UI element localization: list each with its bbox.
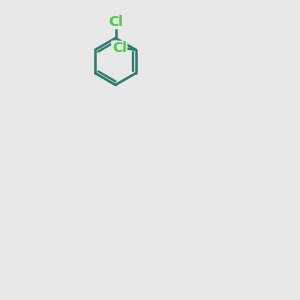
Text: Cl: Cl bbox=[108, 15, 123, 28]
Text: Cl: Cl bbox=[112, 41, 127, 55]
